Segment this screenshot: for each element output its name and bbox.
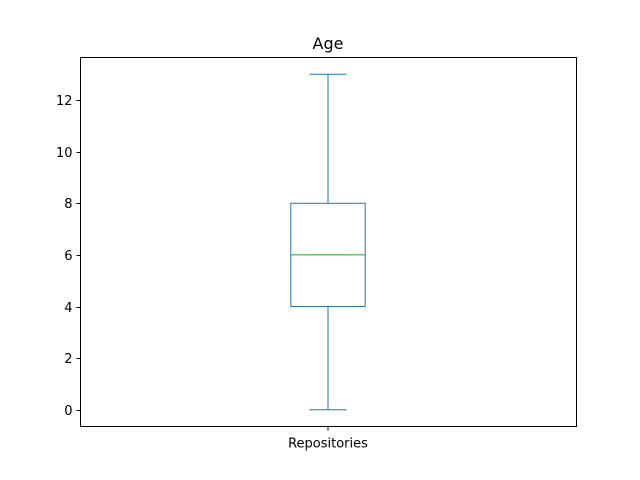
y-tick-label: 12 [56, 94, 73, 109]
y-tick-label: 8 [64, 197, 72, 212]
y-tick-label: 0 [64, 404, 72, 419]
y-tick-label: 4 [64, 301, 72, 316]
chart-title: Age [313, 34, 344, 53]
y-tick-label: 10 [56, 146, 73, 161]
plot-area-frame [80, 57, 577, 427]
x-tick-label: Repositories [288, 437, 368, 452]
y-tick-label: 6 [64, 249, 72, 264]
y-tick-label: 2 [64, 352, 72, 367]
